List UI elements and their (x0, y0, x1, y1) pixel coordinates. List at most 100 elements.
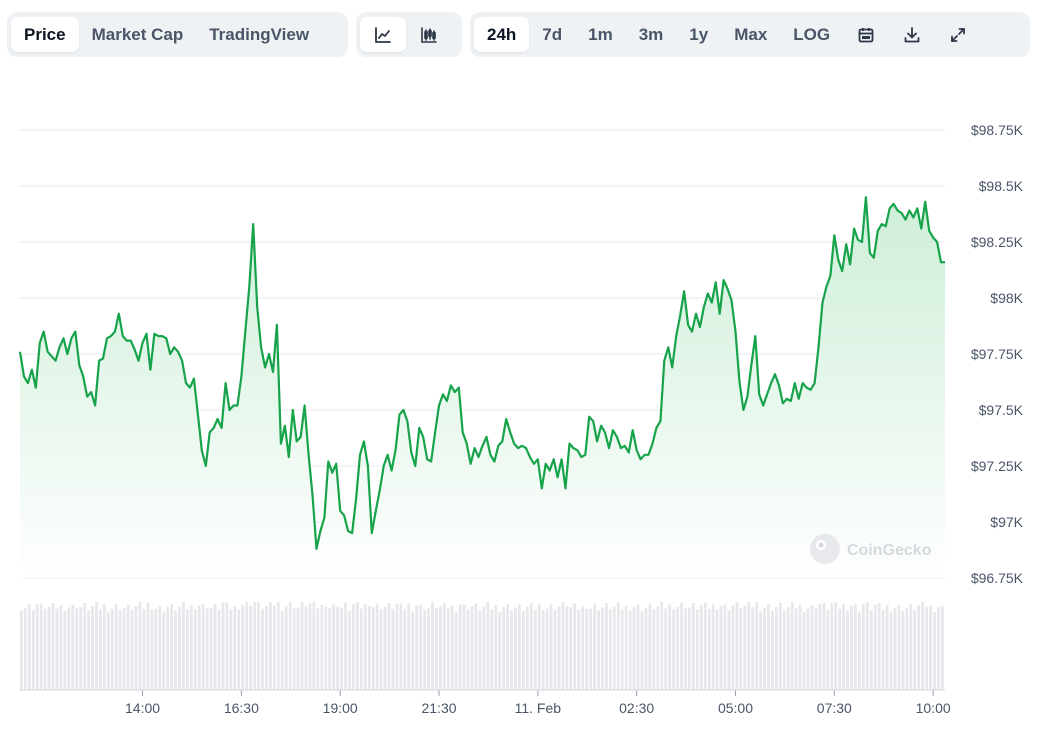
volume-bar (114, 603, 118, 690)
volume-bar (146, 602, 150, 690)
volume-bar (731, 605, 735, 690)
volume-bar (292, 608, 296, 690)
volume-bar (881, 609, 885, 690)
volume-bar (186, 609, 189, 690)
volume-bar (707, 609, 711, 690)
volume-bar (854, 604, 857, 690)
volume-bar (130, 609, 134, 690)
volume-bar (680, 603, 683, 690)
volume-bar (395, 603, 399, 690)
volume-bar (276, 602, 280, 690)
volume-bar (755, 602, 759, 690)
watermark-text: CoinGecko (847, 542, 932, 559)
volume-bar (178, 606, 181, 690)
volume-bar (518, 604, 521, 690)
volume-bar (154, 608, 158, 690)
volume-bar (95, 602, 98, 690)
volume-bar (221, 602, 225, 690)
y-tick-label: $97.5K (979, 402, 1024, 418)
log-scale-toggle[interactable]: LOG (793, 24, 831, 44)
volume-bar (284, 605, 288, 690)
volume-bar (739, 607, 743, 690)
volume-bar (332, 604, 336, 690)
range-1m[interactable]: 1m (588, 24, 613, 44)
calendar-icon (858, 27, 874, 42)
volume-bar (213, 603, 217, 690)
volume-bar (403, 608, 407, 690)
volume-bar (51, 603, 55, 690)
volume-bar (245, 602, 249, 690)
volume-bar (340, 607, 343, 690)
fullscreen-button[interactable] (935, 17, 981, 52)
volume-bar (316, 608, 320, 690)
line-chart-button[interactable] (360, 17, 406, 52)
volume-bar (162, 611, 166, 690)
volume-bar (861, 603, 865, 690)
y-tick-label: $96.75K (971, 570, 1024, 586)
volume-bar (189, 605, 193, 690)
volume-bar (549, 604, 553, 690)
volume-bar (565, 606, 569, 690)
candlestick-button[interactable] (406, 17, 452, 52)
volume-bar (229, 609, 233, 690)
range-1y[interactable]: 1y (689, 24, 709, 44)
x-tick-label: 21:30 (421, 700, 456, 716)
volume-bar (529, 603, 533, 690)
volume-bar (288, 602, 292, 690)
range-24h[interactable]: 24h (474, 17, 530, 52)
line-chart-icon (375, 26, 391, 43)
volume-bar (522, 610, 525, 690)
volume-bar (312, 602, 316, 690)
volume-bar (798, 604, 802, 690)
calendar-button[interactable] (843, 17, 889, 52)
range-7d[interactable]: 7d (542, 24, 563, 44)
volume-bar (482, 606, 486, 690)
volume-bar (858, 611, 861, 690)
volume-bar (640, 611, 644, 690)
volume-bar (265, 605, 268, 690)
volume-bar (233, 606, 237, 690)
volume-bar (103, 604, 106, 690)
volume-bar (225, 602, 229, 690)
x-axis-labels: 14:00 16:30 19:00 21:30 11. Feb 02:30 05:00 07:… (20, 689, 951, 716)
tab-market-cap[interactable]: Market Cap (91, 24, 184, 44)
range-3m[interactable]: 3m (638, 24, 664, 44)
volume-bar (743, 605, 747, 690)
tab-tradingview[interactable]: TradingView (209, 24, 310, 44)
volume-bar (901, 611, 905, 690)
download-button[interactable] (889, 17, 935, 52)
volume-bar (759, 611, 762, 690)
volume-bar (352, 603, 355, 690)
volume-bar (822, 603, 826, 690)
volume-bar (427, 607, 430, 690)
y-tick-label: $97.25K (971, 458, 1024, 474)
volume-bar (620, 609, 624, 690)
volume-bar (525, 606, 529, 690)
volume-bar (826, 609, 830, 690)
tab-price[interactable]: Price (11, 17, 79, 52)
range-max[interactable]: Max (734, 24, 768, 44)
volume-bar (763, 607, 766, 690)
volume-bar (324, 607, 328, 690)
volume-bar (510, 610, 513, 690)
volume-bar (423, 609, 426, 690)
volume-bar (577, 609, 581, 690)
volume-bar (55, 608, 59, 690)
volume-bar (533, 609, 537, 690)
volume-bar (466, 609, 470, 690)
volume-bar (846, 610, 849, 690)
volume-bar (79, 607, 83, 690)
volume-bar (941, 605, 944, 690)
volume-bar (593, 603, 596, 690)
volume-bar (727, 610, 731, 690)
volume-bar (296, 607, 300, 690)
volume-bar (182, 602, 185, 690)
volume-bar (138, 602, 142, 690)
volume-bar (573, 603, 577, 690)
volume-bar (937, 607, 940, 690)
volume-bar (897, 605, 901, 690)
volume-bar (929, 605, 932, 690)
volume-bar (905, 607, 909, 690)
volume-bar (280, 610, 284, 690)
